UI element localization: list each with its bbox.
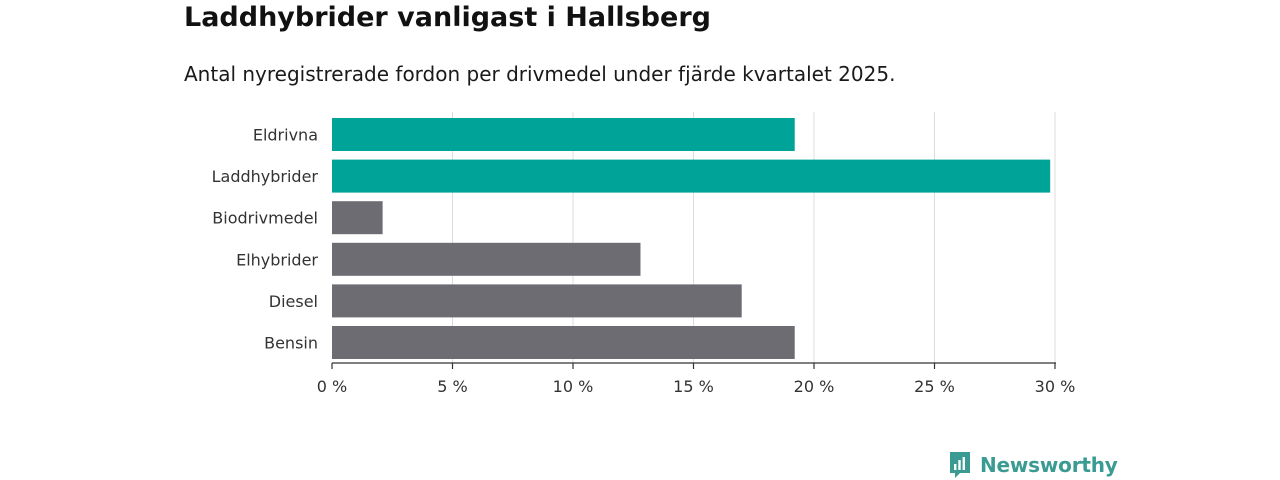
- category-label: Diesel: [269, 292, 318, 311]
- chart-subtitle: Antal nyregistrerade fordon per drivmede…: [184, 62, 896, 86]
- x-tick-label: 30 %: [1035, 377, 1076, 396]
- x-tick-label: 5 %: [437, 377, 467, 396]
- category-label: Elhybrider: [236, 250, 318, 269]
- bar-laddhybrider[interactable]: [332, 159, 1051, 193]
- newsworthy-logo[interactable]: Newsworthy: [948, 450, 1118, 480]
- category-label: Eldrivna: [253, 126, 318, 145]
- category-label: Biodrivmedel: [212, 209, 318, 228]
- bar-diesel[interactable]: [332, 284, 742, 318]
- x-tick-label: 10 %: [553, 377, 594, 396]
- bar-chart-icon: [950, 452, 970, 478]
- x-tick-label: 15 %: [673, 377, 714, 396]
- bar-biodrivmedel[interactable]: [332, 201, 383, 235]
- bar-eldrivna[interactable]: [332, 118, 795, 151]
- x-tick-label: 20 %: [794, 377, 835, 396]
- x-tick-label: 0 %: [317, 377, 347, 396]
- bar-elhybrider[interactable]: [332, 242, 641, 276]
- bar-bensin[interactable]: [332, 326, 795, 359]
- category-label: Bensin: [264, 334, 318, 353]
- chart-title: Laddhybrider vanligast i Hallsberg: [184, 2, 711, 33]
- brand-name: Newsworthy: [980, 453, 1118, 477]
- category-label: Laddhybrider: [212, 167, 319, 186]
- x-tick-label: 25 %: [914, 377, 955, 396]
